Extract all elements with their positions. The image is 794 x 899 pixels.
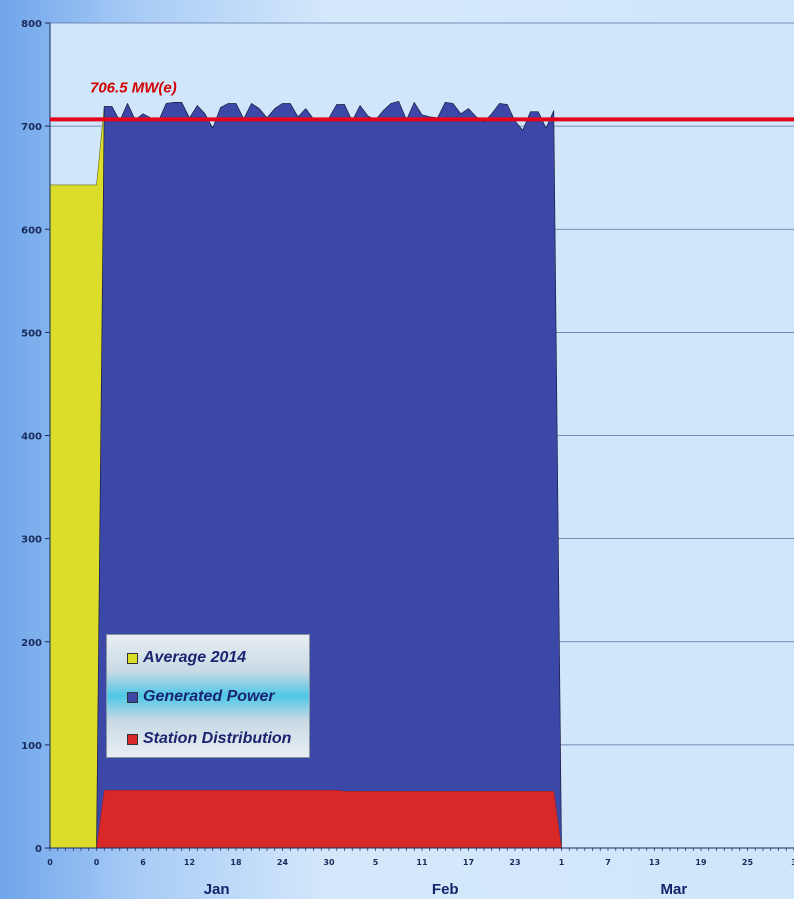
x-tick-label: 1 [559,858,565,867]
x-tick-label: 25 [742,858,754,867]
x-tick-label: 0 [94,858,100,867]
x-tick-label: 30 [323,858,335,867]
month-labels: Jan Feb Mar [204,881,688,898]
x-tick-label: 17 [463,858,474,867]
x-axis-ticks: 006121824305111723171319253 [47,848,794,867]
reference-line-group: 706.5 MW(e) [50,79,794,122]
y-tick-label: 700 [21,122,42,133]
series-area-average-2014 [49,106,105,849]
y-tick-label: 400 [21,432,42,443]
legend-label-station-distribution: Station Distribution [143,730,292,747]
legend-item-station-distribution: Station Distribution [127,730,291,748]
y-tick-label: 0 [35,844,42,855]
legend-swatch-generated-power [127,691,138,703]
month-label: Feb [432,881,459,898]
y-tick-label: 800 [21,19,42,30]
x-tick-label: 11 [416,858,428,867]
x-tick-label: 19 [695,858,707,867]
month-label: Mar [661,881,688,898]
y-tick-label: 600 [21,225,42,236]
y-tick-label: 200 [21,638,42,649]
x-tick-label: 24 [277,858,289,867]
y-tick-label: 100 [21,741,42,752]
legend-swatch-average-2014 [127,652,138,664]
x-tick-label: 3 [791,858,794,867]
y-tick-label: 300 [21,535,42,546]
x-tick-label: 0 [47,858,53,867]
legend-swatch-station-distribution [127,733,138,745]
legend-item-generated-power: Generated Power [127,688,275,706]
y-axis-ticks: 0 100 200 300 400 500 600 700 800 [21,19,50,855]
legend-label-average-2014: Average 2014 [143,649,247,666]
legend-label-generated-power: Generated Power [143,688,275,705]
y-tick-label: 500 [21,328,42,339]
x-tick-label: 5 [373,858,379,867]
x-tick-label: 13 [649,858,660,867]
legend-item-average-2014: Average 2014 [127,649,246,667]
reference-line-label: 706.5 MW(e) [90,79,177,96]
x-tick-label: 6 [140,858,146,867]
x-tick-label: 7 [605,858,611,867]
series-area-station-distribution [96,790,562,849]
x-tick-label: 23 [509,858,520,867]
x-tick-label: 18 [230,858,242,867]
x-tick-label: 12 [184,858,195,867]
legend: Average 2014 Generated Power Station Dis… [106,634,310,758]
month-label: Jan [204,881,230,898]
